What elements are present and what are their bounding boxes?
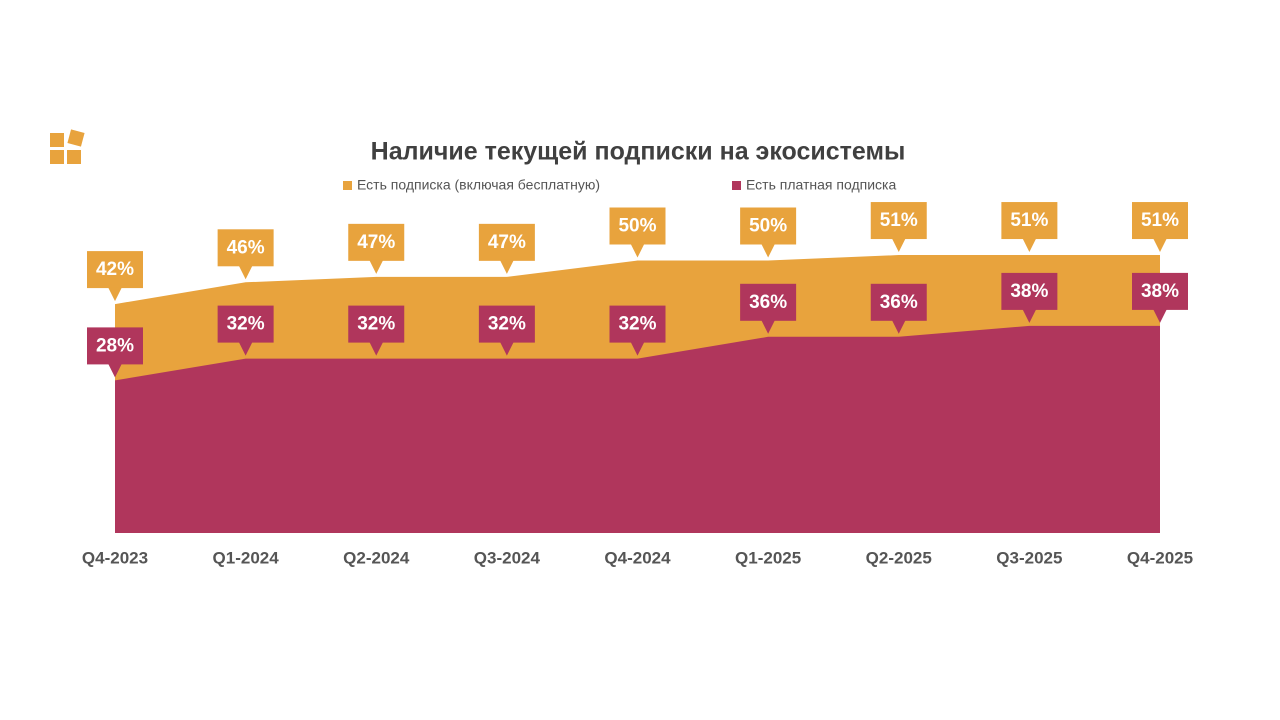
label-box [740,283,797,321]
area [115,325,1160,533]
logo [50,129,85,164]
data-label: 51% [1132,202,1188,253]
label-box [348,305,405,343]
x-tick-label: Q4-2025 [1127,548,1193,567]
label-pointer [369,259,384,274]
label-pointer [1153,308,1167,323]
data-label: 51% [870,202,927,253]
data-label: 36% [870,283,927,334]
x-tick-label: Q2-2025 [866,548,932,567]
label-pointer [630,243,645,258]
x-tick-label: Q1-2025 [735,548,801,567]
label-box [870,283,927,321]
label-pointer [630,341,645,356]
label-box [348,223,405,261]
label-box [740,207,797,245]
label-pointer [108,287,122,302]
value-label: 32% [488,314,526,335]
value-label: 46% [227,237,265,258]
value-label: 36% [880,292,918,313]
data-label: 38% [1132,272,1188,323]
label-box [217,229,274,267]
x-tick-label: Q3-2024 [474,548,541,567]
data-label: 36% [740,283,797,334]
label-pointer [1022,308,1037,323]
data-label: 50% [609,207,666,258]
label-box [217,305,274,343]
data-label: 32% [478,305,535,356]
data-label: 47% [348,223,405,274]
value-label: 38% [1141,281,1179,302]
label-box [1001,272,1058,310]
label-box [1132,202,1188,240]
data-label: 28% [87,327,143,378]
x-tick-label: Q2-2024 [343,548,410,567]
x-tick-label: Q1-2024 [213,548,280,567]
label-box [87,327,143,365]
value-label: 50% [749,216,787,237]
data-label: 51% [1001,202,1058,253]
value-label: 47% [488,232,526,253]
value-label: 38% [1010,281,1048,302]
data-label: 42% [87,251,143,302]
data-label: 47% [478,223,535,274]
value-label: 50% [618,216,656,237]
data-label: 46% [217,229,274,280]
label-pointer [108,363,122,378]
value-label: 32% [357,314,395,335]
data-label: 32% [348,305,405,356]
legend-label: Есть платная подписка [746,177,896,193]
label-box [478,223,535,261]
value-label: 28% [96,335,134,356]
label-pointer [238,265,253,280]
value-label: 51% [1010,210,1048,231]
value-label: 51% [880,210,918,231]
value-label: 51% [1141,210,1179,231]
data-label: 32% [609,305,666,356]
data-label: 50% [740,207,797,258]
value-label: 42% [96,259,134,280]
data-label: 38% [1001,272,1058,323]
label-pointer [891,238,906,253]
label-pointer [761,319,776,334]
value-label: 32% [227,314,265,335]
label-box [870,202,927,240]
label-pointer [499,259,514,274]
x-tick-label: Q3-2025 [996,548,1062,567]
legend-marker [732,181,741,190]
value-label: 32% [618,314,656,335]
value-label: 36% [749,292,787,313]
label-box [87,251,143,289]
x-tick-label: Q4-2023 [82,548,148,567]
label-pointer [1153,238,1167,253]
label-box [478,305,535,343]
label-pointer [891,319,906,334]
label-pointer [369,341,384,356]
label-pointer [238,341,253,356]
label-box [1001,202,1058,240]
legend-marker [343,181,352,190]
label-box [609,305,666,343]
label-box [1132,272,1188,310]
legend-label: Есть подписка (включая бесплатную) [357,177,600,193]
data-label: 32% [217,305,274,356]
value-label: 47% [357,232,395,253]
label-pointer [1022,238,1037,253]
chart-title: Наличие текущей подписки на экосистемы [371,138,906,166]
label-pointer [761,243,776,258]
x-tick-label: Q4-2024 [604,548,671,567]
label-box [609,207,666,245]
label-pointer [499,341,514,356]
